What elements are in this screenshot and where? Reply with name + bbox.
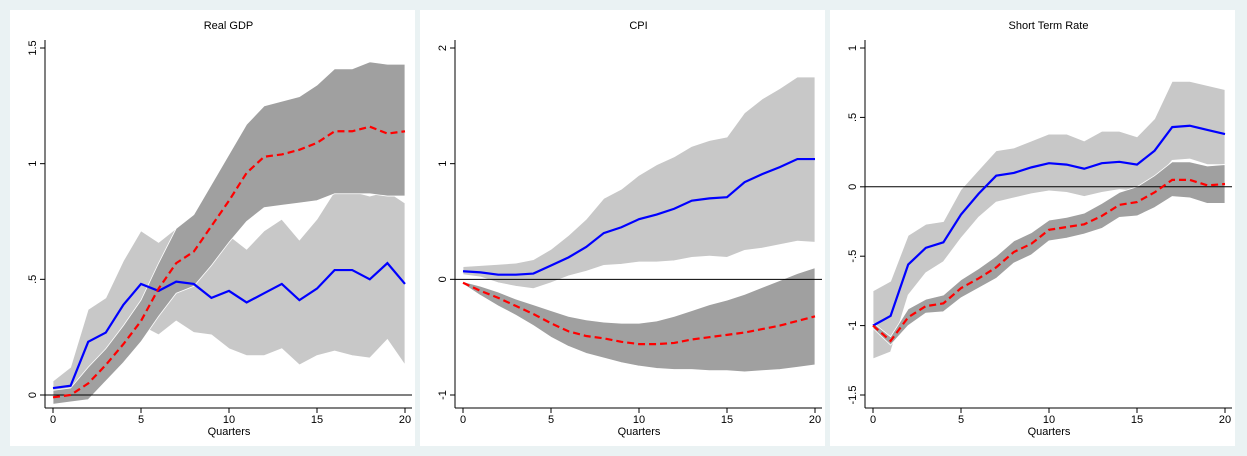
panel-title: CPI [629, 20, 647, 32]
panel: Short Term Rate-1.5-1-.50.510 5 10 15 20Quar… [830, 10, 1235, 446]
confidence-band [462, 76, 816, 289]
x-tick-label: 0 [50, 414, 56, 426]
confidence-band [52, 61, 406, 405]
response-line [52, 261, 406, 390]
panel-title: Short Term Rate [1009, 20, 1089, 32]
y-tick-label: -1 [847, 321, 859, 331]
y-tick-label: 0 [27, 392, 39, 398]
panel-title: Real GDP [204, 20, 254, 32]
x-tick-label: 20 [1219, 414, 1231, 426]
response-line [462, 281, 816, 346]
x-tick-label: 5 [958, 414, 964, 426]
confidence-band [462, 267, 816, 373]
y-tick-label: 1 [437, 161, 449, 167]
x-axis-label: Quarters [1028, 426, 1071, 438]
x-tick-label: 0 [870, 414, 876, 426]
y-tick-label: -.5 [847, 250, 859, 263]
y-tick-label: 0 [437, 276, 449, 282]
x-tick-label: 10 [1043, 414, 1055, 426]
y-tick-label: -1.5 [847, 386, 859, 405]
x-tick-label: 20 [399, 414, 411, 426]
x-axis-label: Quarters [208, 426, 251, 438]
x-tick-label: 10 [633, 414, 645, 426]
x-tick-label: 5 [138, 414, 144, 426]
y-tick-label: -1 [437, 390, 449, 400]
x-axis-label: Quarters [618, 426, 661, 438]
y-tick-label: 1 [847, 45, 859, 51]
y-tick-label: .5 [847, 113, 859, 122]
x-tick-label: 5 [548, 414, 554, 426]
x-tick-label: 20 [809, 414, 821, 426]
x-tick-label: 0 [460, 414, 466, 426]
panel: Real GDP 0 .5 1 1.5 0 5 10 15 20 Quarters [10, 10, 415, 446]
x-tick-label: 15 [1131, 414, 1143, 426]
x-tick-label: 15 [721, 414, 733, 426]
response-line [462, 157, 815, 276]
y-tick-label: 1.5 [27, 40, 39, 55]
x-tick-label: 10 [223, 414, 235, 426]
y-tick-label: 0 [847, 184, 859, 190]
panel-background [830, 10, 1235, 446]
x-tick-label: 15 [311, 414, 323, 426]
y-tick-label: 2 [437, 45, 449, 51]
y-tick-label: .5 [27, 275, 39, 284]
y-tick-label: 1 [27, 161, 39, 167]
response-line [872, 178, 1226, 343]
confidence-band [872, 161, 1226, 346]
response-line [872, 124, 1226, 327]
